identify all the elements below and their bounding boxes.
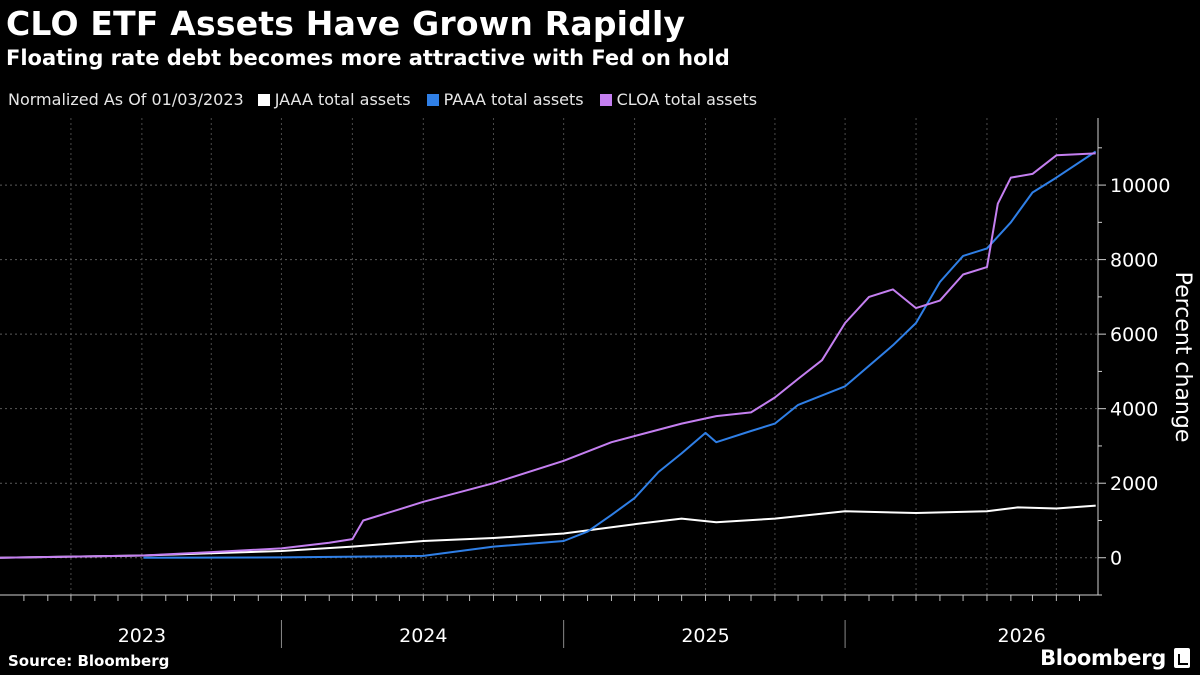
y-axis-title: Percent change	[1170, 272, 1195, 443]
legend-swatch-cloa	[599, 93, 612, 106]
series-line-cloa	[0, 152, 1096, 559]
brand-logo-text: Bloomberg	[1040, 646, 1166, 670]
source-note: Source: Bloomberg	[8, 652, 170, 670]
y-tick-label: 8000	[1110, 250, 1158, 272]
y-tick-label: 2000	[1110, 473, 1158, 495]
chart-subtitle: Floating rate debt becomes more attracti…	[6, 46, 730, 70]
legend-label-jaaa: JAAA total assets	[274, 90, 411, 109]
x-year-label: 2026	[997, 625, 1045, 647]
bloomberg-chart-icon	[1174, 648, 1190, 668]
y-tick-label: 0	[1110, 548, 1122, 570]
legend-item-jaaa: JAAA total assets	[257, 90, 411, 109]
chart-title: CLO ETF Assets Have Grown Rapidly	[6, 4, 686, 43]
legend-swatch-jaaa	[257, 93, 270, 106]
legend-item-cloa: CLOA total assets	[599, 90, 758, 109]
legend-label-paaa: PAAA total assets	[443, 90, 584, 109]
x-year-label: 2025	[681, 625, 729, 647]
series-line-jaaa	[0, 504, 1096, 559]
legend-note: Normalized As Of 01/03/2023	[8, 90, 244, 109]
y-tick-label: 10000	[1110, 175, 1170, 197]
y-tick-label: 6000	[1110, 324, 1158, 346]
legend: Normalized As Of 01/03/2023 JAAA total a…	[8, 90, 773, 109]
x-year-label: 2023	[118, 625, 166, 647]
series-line-paaa	[143, 150, 1097, 559]
legend-swatch-paaa	[426, 93, 439, 106]
x-year-label: 2024	[399, 625, 447, 647]
legend-label-cloa: CLOA total assets	[616, 90, 758, 109]
brand: Bloomberg	[1040, 646, 1190, 670]
y-tick-label: 4000	[1110, 399, 1158, 421]
legend-item-paaa: PAAA total assets	[426, 90, 584, 109]
